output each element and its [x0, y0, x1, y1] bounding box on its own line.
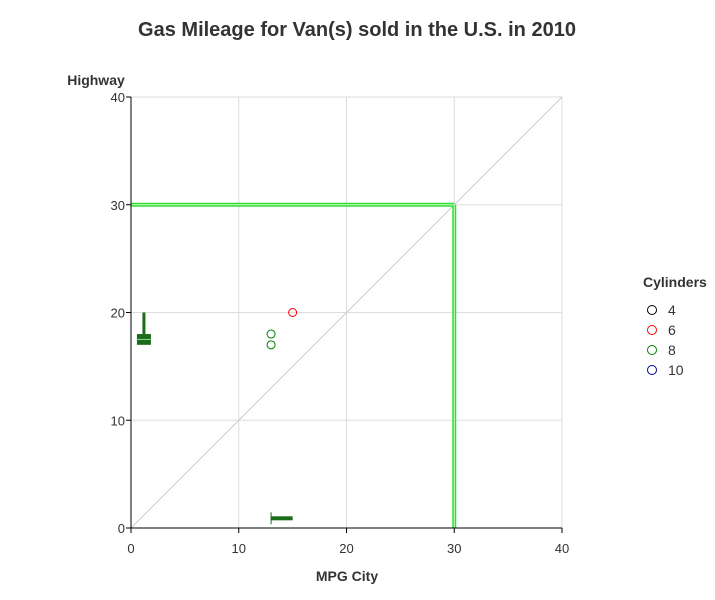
reference-line-y-equals-x [130, 96, 563, 529]
legend-title: Cylinders [643, 274, 707, 290]
legend-marker [647, 305, 657, 315]
legend: Cylinders 4 6 8 10 [643, 274, 707, 378]
x-axis-title: MPG City [316, 568, 378, 584]
y-tick-label: 20 [111, 306, 125, 321]
x-tick-label: 0 [127, 541, 134, 556]
y-tick-label: 0 [118, 521, 125, 536]
legend-marker [647, 345, 657, 355]
data-point-cyl-8 [266, 329, 276, 339]
legend-label: 4 [668, 302, 676, 318]
marginal-boxplots [136, 312, 293, 525]
data-points [266, 308, 298, 350]
x-box-body [271, 516, 293, 521]
data-point-cyl-6 [288, 308, 298, 317]
x-tick-label: 40 [555, 541, 569, 556]
y-tick-label: 30 [111, 198, 125, 213]
x-tick-label: 30 [447, 541, 461, 556]
axes: 0 10 20 30 40 0 10 20 30 40 [111, 90, 570, 556]
y-tick-label: 40 [111, 90, 125, 105]
data-point-cyl-8 [266, 340, 276, 350]
y-axis-title: Highway [67, 72, 125, 88]
legend-label: 8 [668, 342, 676, 358]
legend-marker [647, 365, 657, 375]
legend-marker [647, 325, 657, 335]
mean-lines [131, 202, 457, 528]
x-tick-label: 10 [232, 541, 246, 556]
legend-label: 6 [668, 322, 676, 338]
x-tick-label: 20 [339, 541, 353, 556]
chart-title: Gas Mileage for Van(s) sold in the U.S. … [138, 19, 576, 41]
legend-label: 10 [668, 362, 684, 378]
y-tick-label: 10 [111, 413, 125, 428]
